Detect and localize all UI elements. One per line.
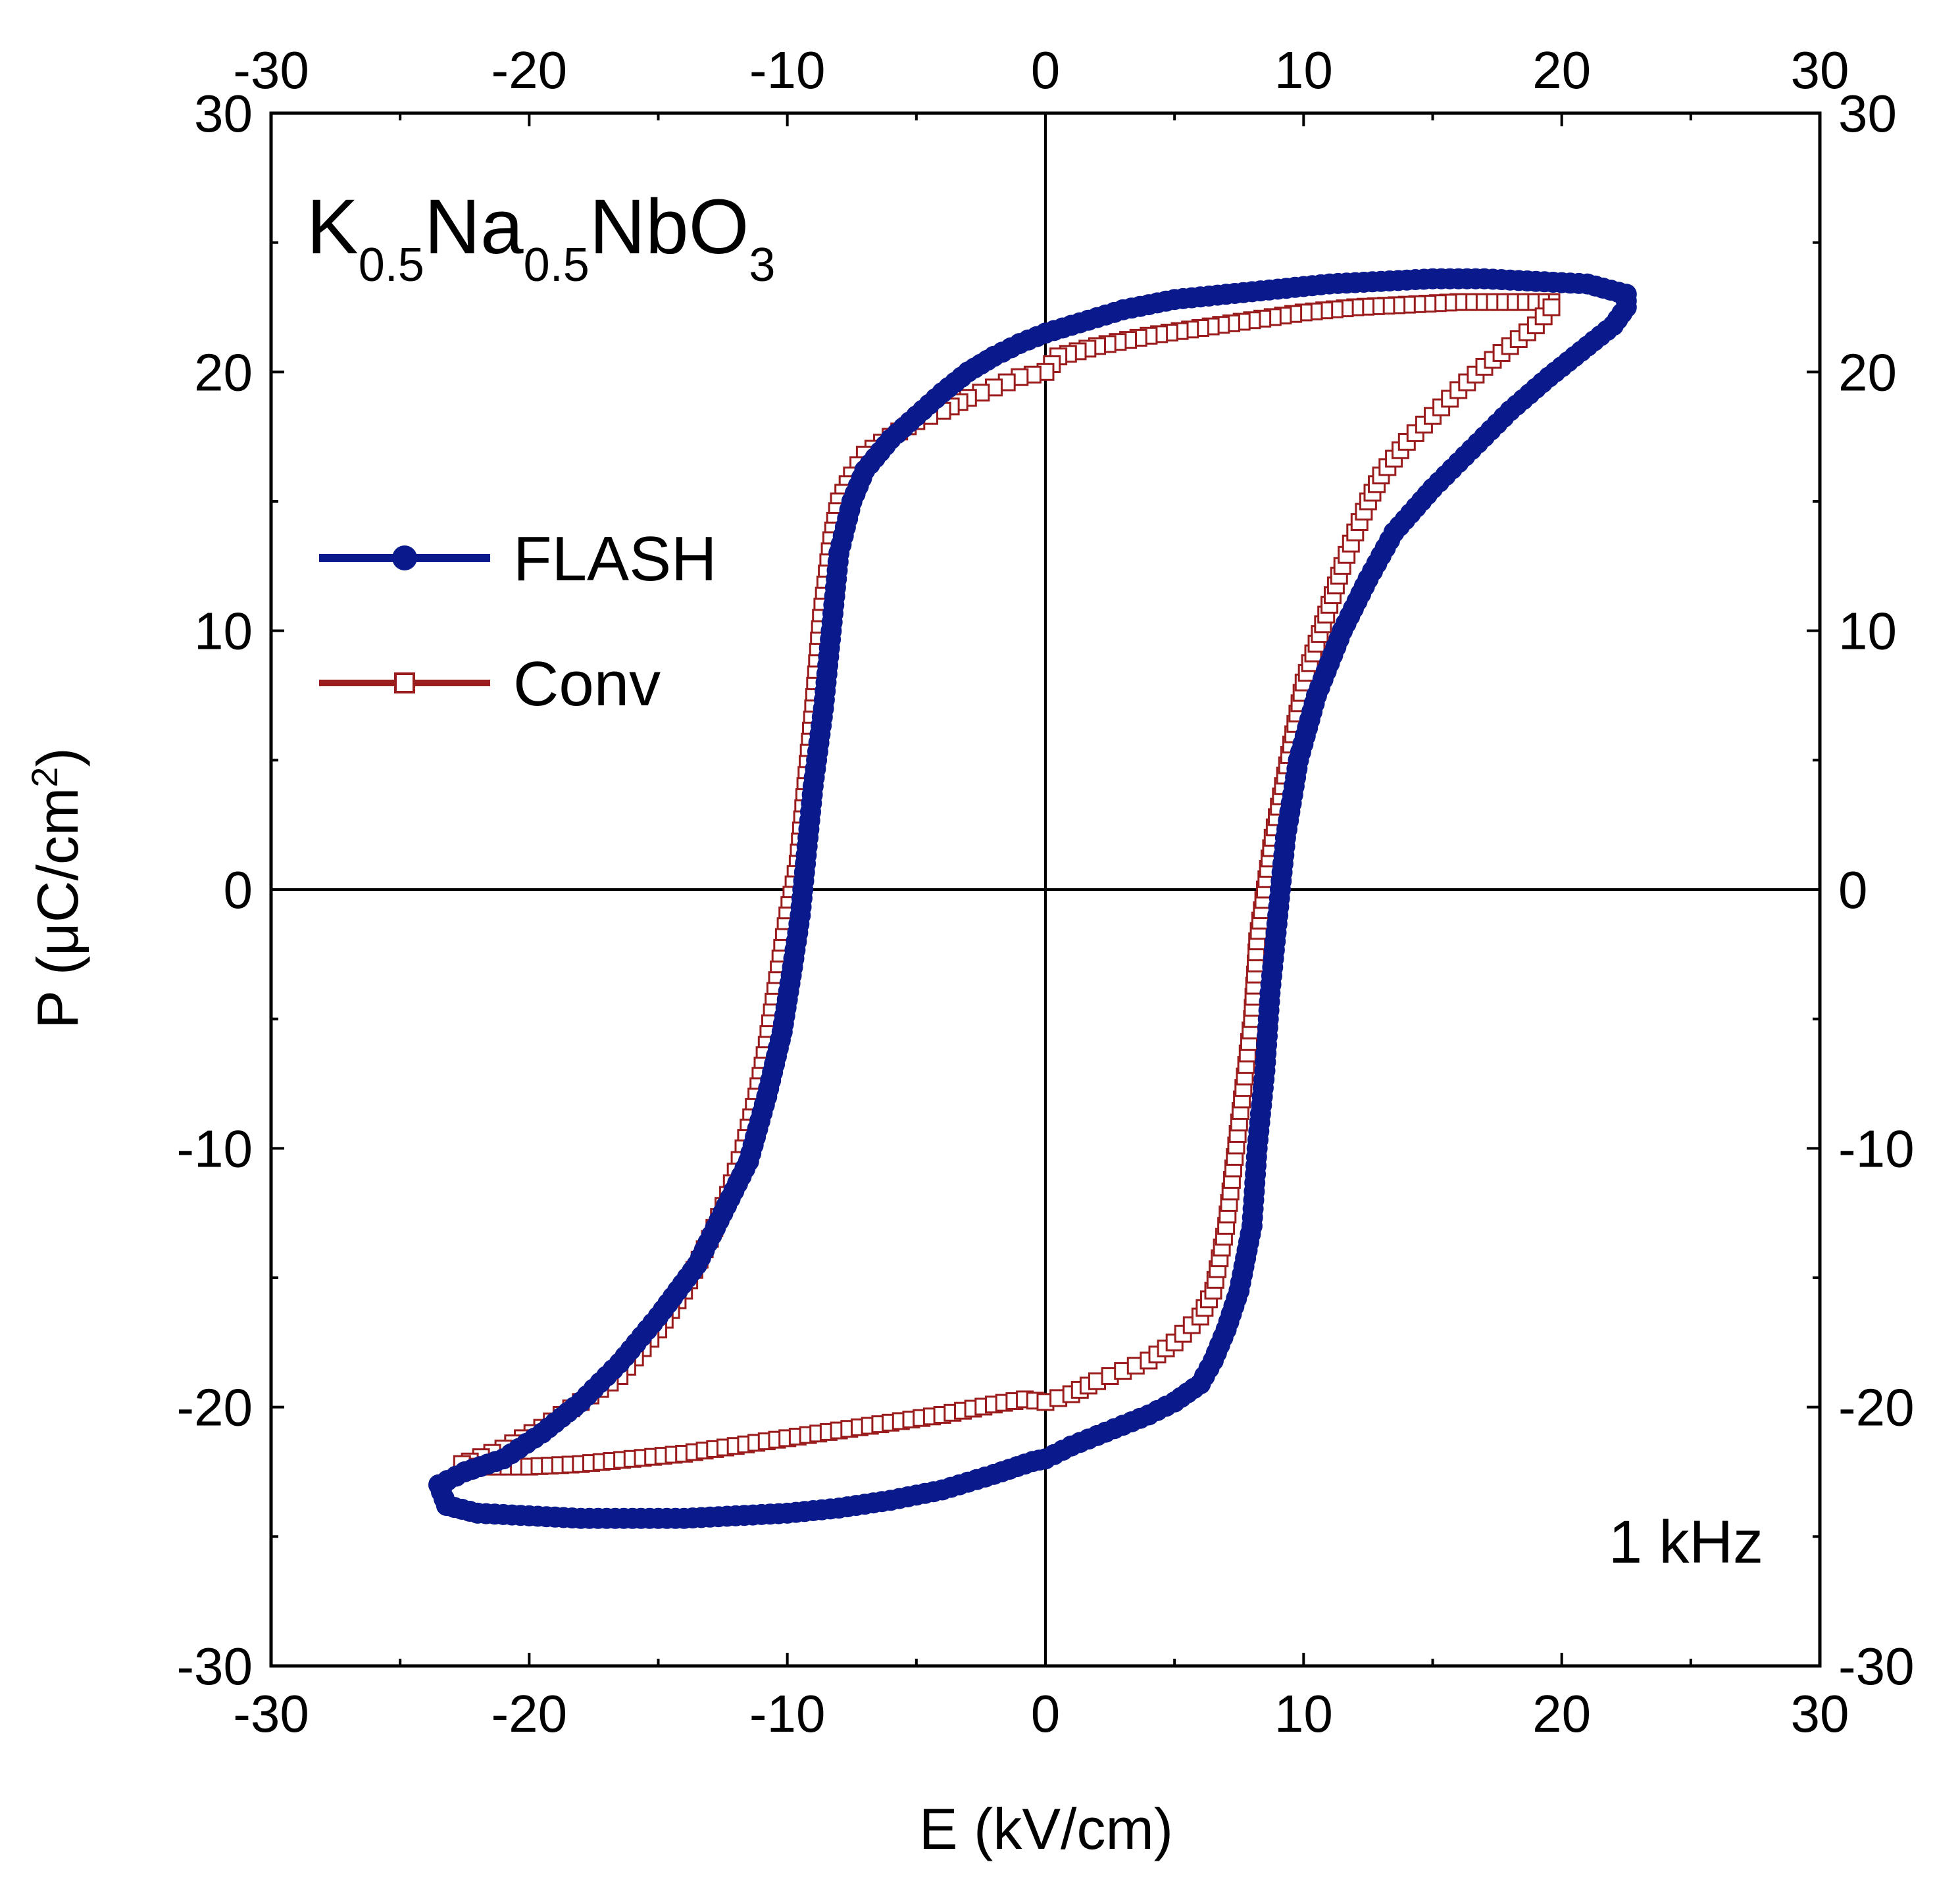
compound-element-nbo: NbO bbox=[590, 184, 749, 270]
axis-ticks bbox=[270, 112, 1821, 1667]
legend-conv-marker bbox=[394, 672, 415, 693]
y-tick-label-left: -20 bbox=[176, 1378, 253, 1437]
y-tick-label-left: 30 bbox=[194, 84, 253, 143]
y-tick-label-right: 10 bbox=[1838, 602, 1897, 661]
x-tick-label-bottom: -20 bbox=[491, 1684, 568, 1743]
compound-element-k: K bbox=[307, 184, 359, 270]
x-tick-label-top: -20 bbox=[491, 41, 568, 99]
y-tick-label-left: 10 bbox=[194, 602, 253, 661]
compound-label: K0.5Na0.5NbO3 bbox=[307, 184, 775, 291]
y-tick-label-right: 20 bbox=[1838, 343, 1897, 401]
x-tick-label-bottom: 30 bbox=[1791, 1684, 1849, 1743]
y-tick-label-left: -30 bbox=[176, 1637, 253, 1696]
series-layer bbox=[428, 268, 1637, 1529]
x-tick-label-bottom: -10 bbox=[749, 1684, 826, 1743]
x-tick-label-top: 0 bbox=[1031, 41, 1061, 99]
y-axis-title-close: ) bbox=[25, 747, 90, 767]
legend-conv-label: Conv bbox=[513, 649, 661, 719]
legend: FLASH Conv bbox=[319, 524, 716, 719]
x-tick-label-top: 20 bbox=[1532, 41, 1591, 99]
x-tick-label-bottom: 20 bbox=[1532, 1684, 1591, 1743]
series-flash bbox=[428, 268, 1637, 1529]
y-tick-label-right: 0 bbox=[1838, 861, 1868, 919]
y-tick-label-left: -10 bbox=[176, 1119, 253, 1178]
compound-element-na: Na bbox=[424, 184, 524, 270]
compound-sub-o: 3 bbox=[749, 239, 775, 291]
legend-flash-label: FLASH bbox=[513, 524, 716, 594]
y-tick-label-right: -30 bbox=[1838, 1637, 1915, 1696]
compound-sub-na: 0.5 bbox=[524, 239, 590, 291]
frequency-annotation: 1 kHz bbox=[1609, 1509, 1763, 1576]
compound-sub-k: 0.5 bbox=[359, 239, 424, 291]
y-tick-label-left: 0 bbox=[224, 861, 253, 919]
x-tick-label-top: 10 bbox=[1274, 41, 1333, 99]
y-tick-label-right: -20 bbox=[1838, 1378, 1915, 1437]
x-tick-label-bottom: -30 bbox=[233, 1684, 309, 1743]
y-axis-title-main: P (μC/cm bbox=[25, 788, 90, 1029]
flash-point bbox=[1615, 290, 1637, 312]
x-tick-label-top: -30 bbox=[233, 41, 309, 99]
conv-point bbox=[1542, 298, 1561, 316]
x-tick-label-top: -10 bbox=[749, 41, 826, 99]
y-tick-label-right: -10 bbox=[1838, 1119, 1915, 1178]
x-tick-label-bottom: 0 bbox=[1031, 1684, 1061, 1743]
x-tick-label-top: 30 bbox=[1791, 41, 1849, 99]
legend-flash-marker bbox=[392, 545, 417, 570]
x-tick-label-bottom: 10 bbox=[1274, 1684, 1333, 1743]
y-axis-title: P (μC/cm2) bbox=[24, 747, 91, 1028]
y-tick-label-right: 30 bbox=[1838, 84, 1897, 143]
series-conv bbox=[453, 293, 1561, 1476]
y-tick-label-left: 20 bbox=[194, 343, 253, 401]
x-axis-title: E (kV/cm) bbox=[919, 1796, 1173, 1861]
y-axis-title-sup: 2 bbox=[24, 767, 65, 788]
